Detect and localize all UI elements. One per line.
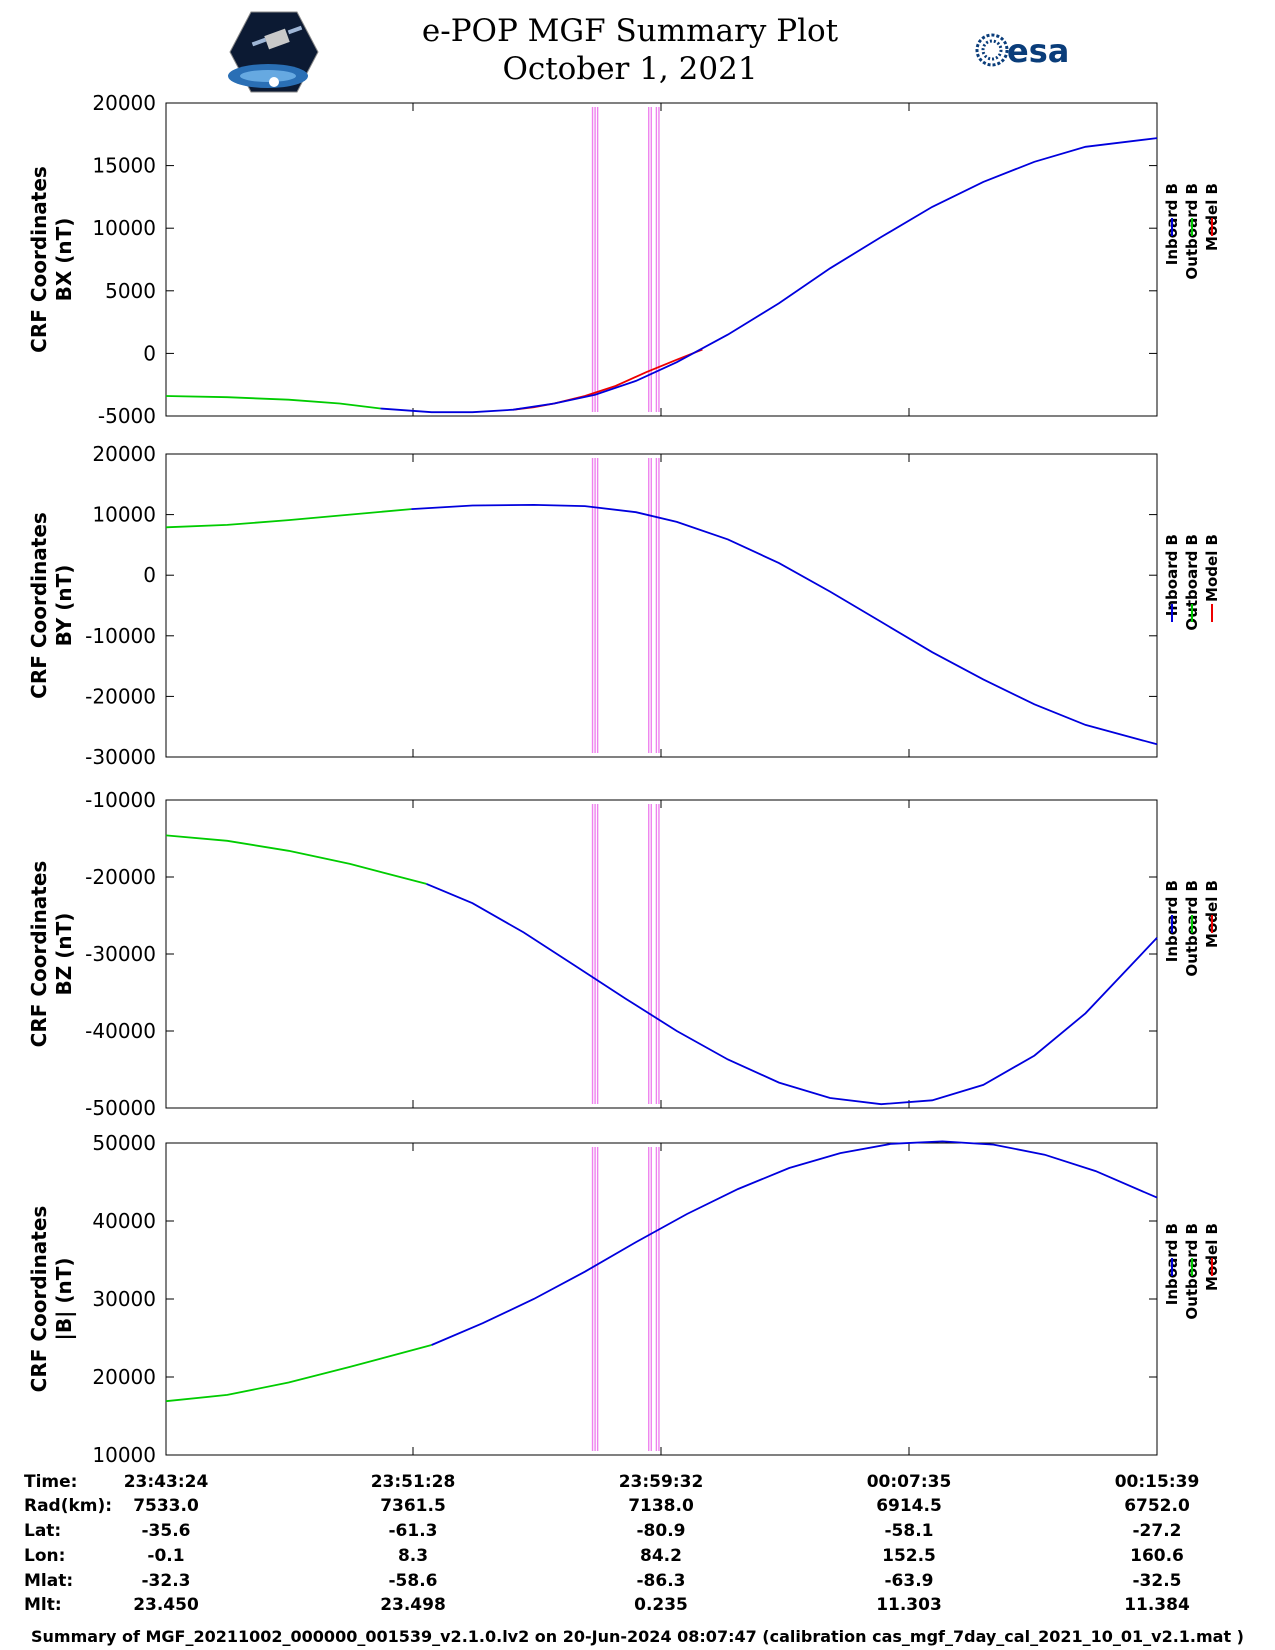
ephemeris-table: Time: Rad(km): Lat: Lon: Mlat: Mlt: 23:43:24 75…	[24, 1472, 1199, 1615]
series-outboard-b	[165, 395, 381, 410]
ephemeris-value: -63.9	[885, 1571, 934, 1591]
y-axis-label: CRF Coordinates	[27, 512, 51, 699]
footer-caption: Summary of MGF_20211002_000000_001539_v2…	[31, 1627, 1244, 1646]
y-tick-label: -30000	[85, 745, 156, 769]
series-outboard-b	[165, 508, 412, 529]
y-tick-label: 10000	[92, 1443, 156, 1467]
ephemeris-value: 23:51:28	[371, 1472, 456, 1492]
plot-frame	[165, 1142, 1158, 1456]
legend-label: Outboard B	[1183, 534, 1201, 631]
ephemeris-value: 152.5	[882, 1546, 936, 1566]
ephemeris-value: 00:07:35	[867, 1472, 952, 1492]
esa-logo-text: esa	[1007, 32, 1069, 70]
ephemeris-row-label: Lat:	[24, 1521, 61, 1541]
y-tick-label: -30000	[85, 942, 156, 966]
plot-frame	[165, 799, 1158, 1109]
ephemeris-value: 6914.5	[876, 1496, 942, 1516]
series-inboard-b	[431, 1140, 1158, 1346]
y-axis-label: CRF Coordinates	[27, 861, 51, 1048]
ephemeris-value: 7138.0	[628, 1496, 694, 1516]
y-tick-label: -40000	[85, 1019, 156, 1043]
ephemeris-value: 00:15:39	[1115, 1472, 1200, 1492]
y-tick-label: 50000	[92, 1131, 156, 1155]
ephemeris-row-label: Mlt:	[24, 1595, 62, 1615]
y-tick-label: 5000	[105, 279, 156, 303]
y-tick-label: 15000	[92, 154, 156, 178]
ephemeris-value: -86.3	[637, 1571, 686, 1591]
y-tick-label: 0	[143, 563, 156, 587]
ephemeris-value: -32.3	[142, 1571, 191, 1591]
y-tick-label: -50000	[85, 1096, 156, 1120]
plot-frame	[165, 453, 1158, 758]
legend-label: Inboard B	[1163, 534, 1181, 616]
y-axis-label: BX (nT)	[52, 218, 76, 302]
series-inboard-b	[426, 883, 1158, 1106]
y-tick-label: 30000	[92, 1287, 156, 1311]
panel-2: 20000 10000 0 -10000 -20000 -30000 CRF Coordin…	[27, 442, 1221, 769]
y-tick-label: -20000	[85, 865, 156, 889]
ephemeris-value: 23:59:32	[619, 1472, 704, 1492]
y-axis-label: CRF Coordinates	[27, 1206, 51, 1393]
y-tick-label: -10000	[85, 624, 156, 648]
y-axis-label: BY (nT)	[52, 565, 76, 647]
panel-4: 50000 40000 30000 20000 10000 CRF Coordinates…	[27, 1131, 1221, 1467]
y-axis-label: |B| (nT)	[52, 1258, 76, 1341]
ephemeris-value: -58.6	[389, 1571, 438, 1591]
ephemeris-value: 11.384	[1124, 1595, 1190, 1615]
y-axis-label: BZ (nT)	[52, 913, 76, 996]
cassiope-logo	[228, 10, 320, 98]
y-tick-label: 40000	[92, 1209, 156, 1233]
y-tick-label: 0	[143, 341, 156, 365]
panel-1: 20000 15000 10000 5000 0 -5000 CRF Coordinates…	[27, 91, 1221, 428]
ephemeris-value: 23.498	[380, 1595, 446, 1615]
ephemeris-value: -58.1	[885, 1521, 934, 1541]
ephemeris-value: 84.2	[640, 1546, 682, 1566]
ephemeris-value: 8.3	[398, 1546, 428, 1566]
ephemeris-value: 7533.0	[133, 1496, 199, 1516]
legend-label: Model B	[1203, 183, 1221, 251]
esa-logo: esa	[975, 30, 1085, 78]
legend-label: Model B	[1203, 534, 1221, 602]
ephemeris-value: -80.9	[637, 1521, 686, 1541]
y-axis-label: CRF Coordinates	[27, 166, 51, 353]
ephemeris-row-label: Time:	[24, 1472, 77, 1492]
ephemeris-value: -27.2	[1133, 1521, 1182, 1541]
series-inboard-b	[380, 137, 1158, 414]
ephemeris-value: 11.303	[876, 1595, 942, 1615]
y-tick-label: -5000	[98, 404, 156, 428]
ephemeris-row-label: Lon:	[24, 1546, 65, 1566]
ephemeris-value: 23.450	[133, 1595, 199, 1615]
plot-title: e-POP MGF Summary Plot	[421, 13, 839, 49]
series-outboard-b	[165, 834, 427, 885]
y-tick-label: 20000	[92, 91, 156, 115]
ephemeris-value: 6752.0	[1124, 1496, 1190, 1516]
ephemeris-row-label: Rad(km):	[24, 1496, 112, 1516]
series-model-b	[513, 348, 703, 411]
y-tick-label: 10000	[92, 503, 156, 527]
y-tick-label: 20000	[92, 1365, 156, 1389]
ephemeris-value: -61.3	[389, 1521, 438, 1541]
legend-label: Model B	[1203, 880, 1221, 948]
y-tick-label: 10000	[92, 216, 156, 240]
y-tick-label: -20000	[85, 684, 156, 708]
ephemeris-value: 0.235	[634, 1595, 688, 1615]
legend-label: Model B	[1203, 1223, 1221, 1291]
panel-3: -10000 -20000 -30000 -40000 -50000 CRF Coordi…	[27, 788, 1221, 1120]
plot-date: October 1, 2021	[502, 51, 758, 87]
ephemeris-value: -0.1	[147, 1546, 184, 1566]
ephemeris-value: 160.6	[1130, 1546, 1184, 1566]
ephemeris-row-label: Mlat:	[24, 1571, 73, 1591]
y-tick-label: -10000	[85, 788, 156, 812]
ephemeris-value: 7361.5	[380, 1496, 446, 1516]
ephemeris-value: -32.5	[1133, 1571, 1182, 1591]
ephemeris-value: 23:43:24	[124, 1472, 209, 1492]
y-tick-label: 20000	[92, 442, 156, 466]
series-inboard-b	[411, 503, 1158, 746]
series-outboard-b	[165, 1344, 432, 1403]
ephemeris-value: -35.6	[142, 1521, 191, 1541]
